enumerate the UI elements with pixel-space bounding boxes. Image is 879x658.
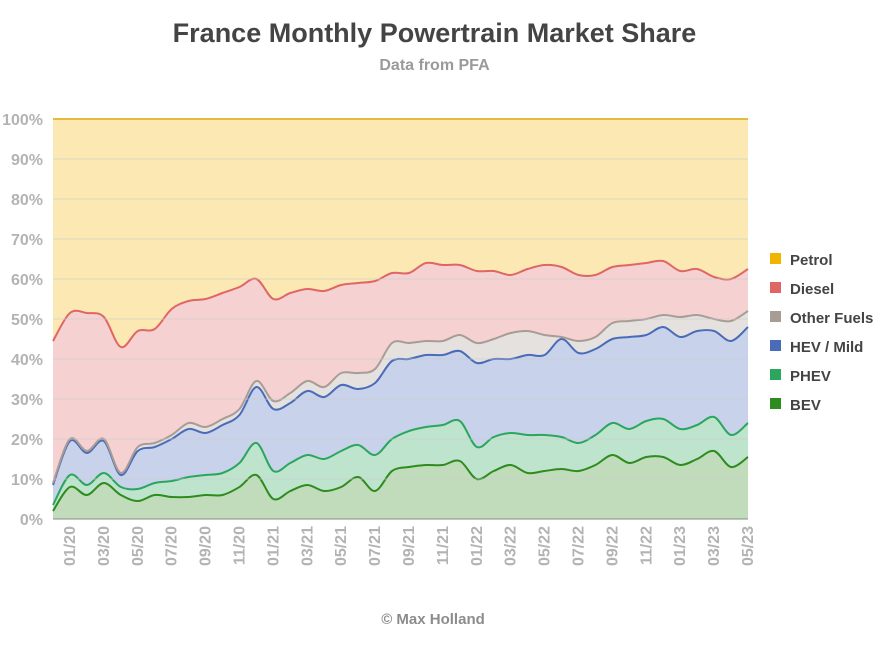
area-hev-mild [53, 326, 748, 505]
x-tick-label: 11/20 [231, 526, 248, 565]
area-bev [53, 450, 748, 519]
y-tick-label: 0% [20, 512, 43, 529]
x-tick-label: 03/22 [503, 526, 520, 566]
line-phev [52, 415, 749, 506]
legend-swatch [770, 311, 781, 322]
x-tick-label: 03/20 [96, 526, 113, 566]
x-tick-label: 11/22 [638, 526, 655, 565]
chart-title: France Monthly Powertrain Market Share [172, 18, 697, 48]
x-tick-label: 09/21 [401, 526, 418, 566]
x-tick-label: 09/20 [198, 526, 215, 566]
x-tick-label: 01/21 [265, 526, 282, 566]
legend-swatch [770, 282, 781, 293]
legend-item-petrol: Petrol [770, 252, 833, 269]
legend-label: Diesel [790, 281, 834, 298]
legend-item-hev-mild: HEV / Mild [770, 339, 863, 356]
y-tick-label: 80% [11, 192, 43, 209]
y-tick-label: 10% [11, 472, 43, 489]
legend: Petrol Diesel Other Fuels HEV / Mild PHEV BEV [770, 252, 873, 414]
line-bev [52, 449, 749, 512]
y-tick-label: 40% [11, 352, 43, 369]
legend-label: Petrol [790, 252, 833, 269]
x-tick-label: 07/20 [164, 526, 181, 566]
y-axis: 0% 10% 20% 30% 40% 50% 60% 70% 80% 90% 100% [2, 112, 43, 529]
legend-item-diesel: Diesel [770, 281, 834, 298]
x-tick-label: 05/21 [333, 526, 350, 566]
y-tick-label: 30% [11, 392, 43, 409]
x-axis: 01/20 03/20 05/20 07/20 09/20 11/20 01/21 03/21… [62, 526, 757, 566]
legend-swatch [770, 398, 781, 409]
x-tick-label: 01/23 [672, 526, 689, 566]
chart-subtitle: Data from PFA [379, 57, 490, 74]
x-tick-label: 11/21 [435, 526, 452, 565]
legend-swatch [770, 253, 781, 264]
legend-label: HEV / Mild [790, 339, 863, 356]
x-tick-label: 03/21 [299, 526, 316, 566]
legend-swatch [770, 340, 781, 351]
line-diesel [52, 259, 749, 349]
area-petrol [53, 119, 748, 348]
legend-swatch [770, 369, 781, 380]
x-tick-label: 01/20 [62, 526, 79, 566]
y-tick-label: 90% [11, 152, 43, 169]
area-phev [53, 416, 748, 511]
legend-label: PHEV [790, 368, 831, 385]
line-other-fuels [52, 310, 749, 484]
y-tick-label: 100% [2, 112, 43, 129]
gridlines [53, 118, 748, 520]
x-tick-label: 01/22 [469, 526, 486, 566]
legend-item-bev: BEV [770, 397, 821, 414]
area-other-fuels [53, 311, 748, 485]
x-tick-label: 07/21 [367, 526, 384, 566]
legend-label: Other Fuels [790, 310, 873, 327]
area-diesel [53, 260, 748, 483]
y-tick-label: 20% [11, 432, 43, 449]
x-tick-label: 03/23 [706, 526, 723, 566]
y-tick-label: 50% [11, 312, 43, 329]
legend-label: BEV [790, 397, 821, 414]
x-tick-label: 05/23 [740, 526, 757, 566]
x-tick-label: 07/22 [570, 526, 587, 566]
credit-footer: © Max Holland [381, 611, 485, 628]
legend-item-other-fuels: Other Fuels [770, 310, 873, 327]
y-tick-label: 60% [11, 272, 43, 289]
x-tick-label: 05/20 [130, 526, 147, 566]
y-tick-label: 70% [11, 232, 43, 249]
x-tick-label: 05/22 [537, 526, 554, 566]
legend-item-phev: PHEV [770, 368, 831, 385]
x-tick-label: 09/22 [604, 526, 621, 566]
